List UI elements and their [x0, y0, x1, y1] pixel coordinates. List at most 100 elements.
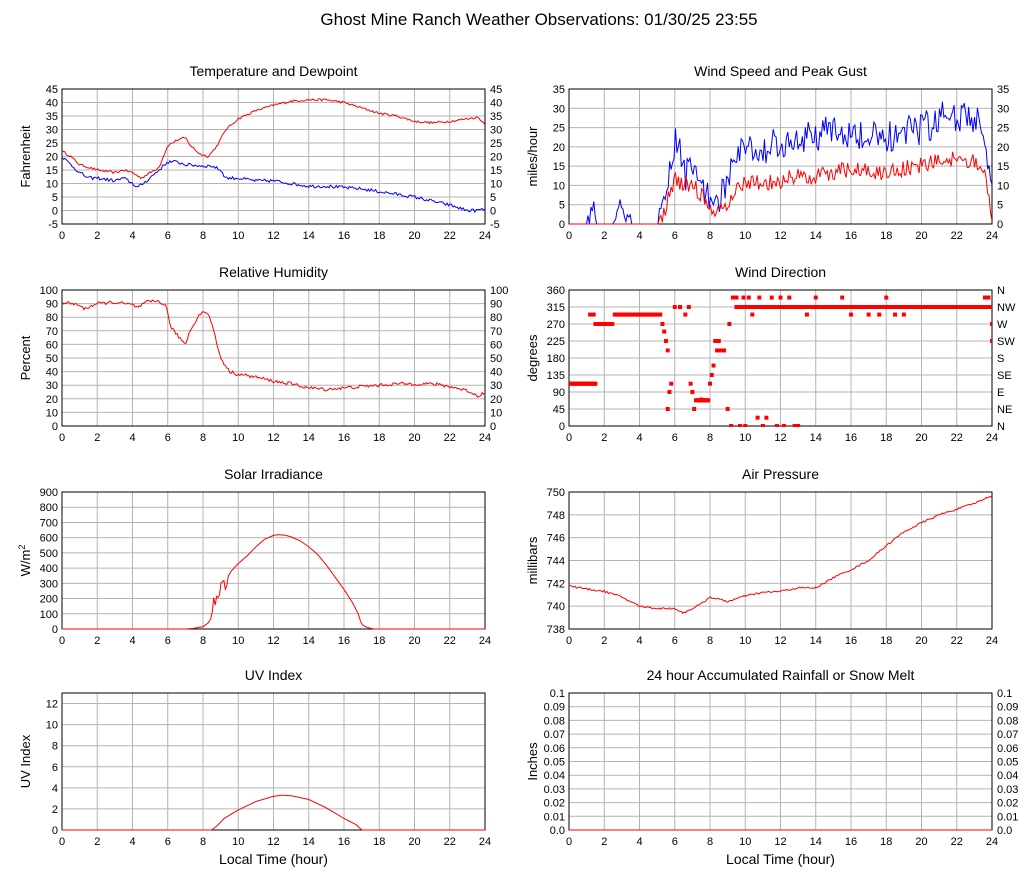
y-right-tick-label: 40	[490, 98, 502, 110]
page-title: Ghost Mine Ranch Weather Observations: 0…	[320, 10, 757, 29]
y-tick-label: 15	[46, 165, 58, 177]
chart-title: Temperature and Dewpoint	[189, 63, 357, 79]
x-tick-label: 14	[810, 635, 822, 647]
plot-frame	[61, 491, 486, 630]
y-axis-label: Fahrenheit	[18, 125, 33, 188]
data-point	[690, 390, 695, 394]
x-tick-label: 12	[774, 836, 786, 848]
y-tick-label: 400	[40, 563, 58, 575]
y-tick-label: 40	[46, 98, 58, 110]
data-point	[990, 339, 992, 343]
data-point	[986, 295, 991, 300]
x-tick-label: 22	[951, 432, 963, 444]
y-right-tick-label: SE	[997, 370, 1012, 382]
x-tick-label: 12	[267, 635, 279, 647]
y-right-tick-label: 50	[490, 353, 502, 365]
y-axis-label: millibars	[525, 536, 540, 584]
series-wind-direction	[569, 295, 992, 427]
x-tick-label: 14	[303, 836, 315, 848]
data-point	[669, 381, 674, 386]
y-tick-label: 35	[46, 111, 58, 123]
y-right-tick-label: W	[997, 319, 1008, 331]
y-tick-label: 30	[46, 380, 58, 392]
x-tick-label: 8	[707, 432, 713, 444]
y-tick-label: 135	[547, 370, 565, 382]
y-right-tick-label: S	[997, 353, 1004, 365]
data-point	[722, 348, 727, 353]
y-right-tick-label: 45	[490, 84, 502, 96]
data-point	[699, 397, 704, 402]
x-tick-label: 2	[601, 836, 607, 848]
data-point	[605, 322, 610, 326]
x-tick-label: 12	[267, 836, 279, 848]
y-tick-label: 10	[46, 407, 58, 419]
y-tick-label: 0.02	[544, 798, 565, 810]
y-tick-label: 0	[559, 421, 565, 433]
y-right-tick-label: 80	[490, 312, 502, 324]
y-tick-label: 700	[40, 517, 58, 529]
data-point	[866, 312, 871, 317]
data-point	[877, 312, 882, 317]
x-tick-label: 24	[986, 432, 998, 444]
series-line-temperature	[62, 98, 485, 180]
y-tick-label: 360	[547, 285, 565, 297]
data-point	[588, 312, 593, 317]
y-tick-label: 100	[40, 609, 58, 621]
y-tick-label: 200	[40, 594, 58, 606]
x-tick-label: 2	[601, 432, 607, 444]
data-point	[857, 305, 862, 309]
x-tick-label: 22	[951, 635, 963, 647]
y-right-tick-label: E	[997, 387, 1004, 399]
x-tick-label: 8	[707, 635, 713, 647]
x-tick-label: 12	[774, 230, 786, 242]
data-point	[840, 295, 845, 300]
y-tick-label: 10	[553, 180, 565, 192]
y-tick-label: 0.07	[544, 729, 565, 741]
y-tick-label: 0.09	[544, 702, 565, 714]
x-tick-label: 0	[59, 635, 65, 647]
x-tick-label: 0	[566, 432, 572, 444]
data-point	[709, 373, 714, 377]
y-right-tick-label: 35	[490, 111, 502, 123]
x-tick-label: 24	[986, 230, 998, 242]
y-right-tick-label: 0.08	[997, 715, 1018, 727]
y-tick-label: 225	[547, 336, 565, 348]
x-tick-label: 2	[94, 432, 100, 444]
y-tick-label: 5	[52, 192, 58, 204]
data-point	[746, 295, 751, 300]
y-tick-label: 744	[547, 556, 565, 568]
x-tick-label: 24	[986, 635, 998, 647]
y-tick-label: 0.06	[544, 743, 565, 755]
x-tick-label: 16	[845, 836, 857, 848]
y-right-tick-label: 15	[490, 165, 502, 177]
y-tick-label: 746	[547, 533, 565, 545]
y-tick-label: 5	[559, 200, 565, 212]
x-tick-label: 10	[232, 635, 244, 647]
series-line-uv-index	[62, 794, 485, 831]
y-tick-label: 0	[52, 624, 58, 636]
data-point	[593, 381, 598, 386]
x-tick-label: 10	[232, 432, 244, 444]
y-tick-label: 20	[46, 152, 58, 164]
x-tick-label: 18	[880, 432, 892, 444]
y-tick-label: 90	[46, 299, 58, 311]
chart-title: Air Pressure	[742, 466, 819, 482]
y-right-tick-label: 0	[490, 421, 496, 433]
y-right-tick-label: 0.06	[997, 743, 1018, 755]
x-tick-label: 16	[845, 432, 857, 444]
x-tick-label: 2	[601, 230, 607, 242]
y-tick-label: 300	[40, 578, 58, 590]
x-tick-label: 18	[373, 635, 385, 647]
data-point	[893, 312, 898, 317]
x-tick-label: 4	[129, 432, 135, 444]
data-point	[708, 381, 712, 386]
data-point	[610, 322, 615, 326]
y-right-tick-label: 0.03	[997, 784, 1018, 796]
y-tick-label: 500	[40, 548, 58, 560]
x-tick-label: 6	[672, 836, 678, 848]
x-tick-label: 0	[59, 432, 65, 444]
plot-frame	[61, 88, 486, 225]
